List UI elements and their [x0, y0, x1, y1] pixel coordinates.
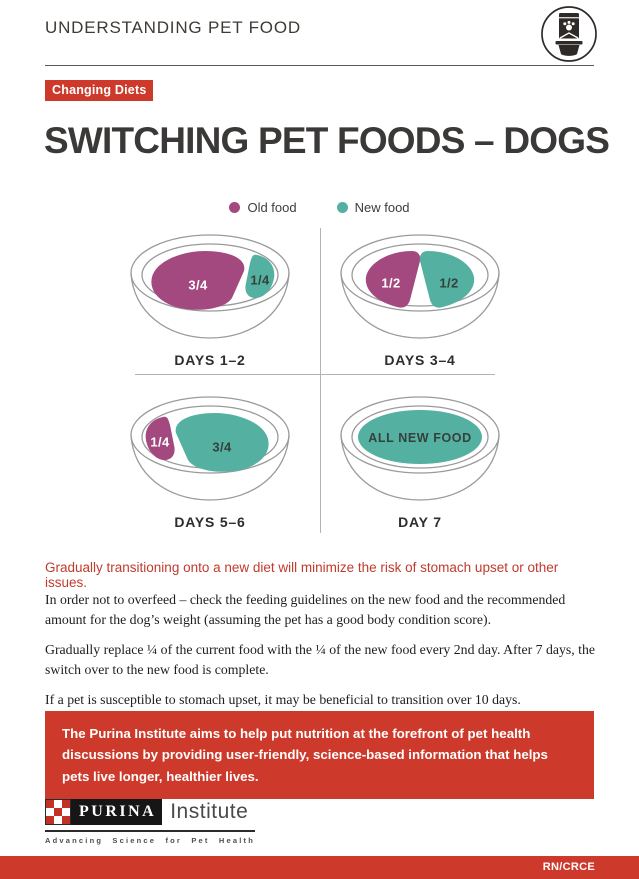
bowl-day-7: ALL NEW FOOD DAY 7: [315, 390, 525, 530]
pet-food-bag-and-bowl-icon: [539, 4, 599, 69]
bowl-caption: DAYS 3–4: [384, 352, 456, 368]
legend-label-old-food: Old food: [247, 200, 297, 215]
bowl-caption: DAYS 5–6: [174, 514, 246, 530]
legend-item-new-food: New food: [336, 200, 410, 215]
new-food-portion: [245, 254, 275, 299]
brand-row: PURINA Institute: [45, 799, 255, 825]
brand-underline: [45, 830, 256, 832]
header-divider: [45, 65, 594, 66]
bowl-days-5-6: 1/4 3/4 DAYS 5–6: [105, 390, 315, 530]
old-food-portion: [365, 251, 421, 308]
new-food-portion: [175, 413, 269, 472]
bowl-diagram: 3/4 1/4 DAYS 1–2 1/2 1/2 DAYS 3–4: [105, 228, 525, 533]
bowl-days-3-4: 1/2 1/2 DAYS 3–4: [315, 228, 525, 368]
legend: Old food New food: [0, 200, 639, 215]
portion-fraction-new: 1/4: [250, 272, 270, 288]
section-badge: Changing Diets: [45, 80, 154, 101]
bowl-days-1-2: 3/4 1/4 DAYS 1–2: [105, 228, 315, 368]
new-food-portion: [419, 251, 475, 308]
legend-item-old-food: Old food: [229, 200, 297, 215]
bowl-caption: DAYS 1–2: [174, 352, 246, 368]
document-code-bar: RN/CRCE: [0, 856, 639, 879]
body-paragraphs: In order not to overfeed – check the fee…: [45, 590, 603, 720]
portion-fraction-old: 1/4: [150, 434, 170, 450]
bowl-illustration: [130, 396, 290, 501]
vertical-divider: [320, 228, 321, 533]
old-food-portion: [151, 251, 245, 310]
portion-fraction-old: 1/2: [381, 275, 401, 291]
bowl-illustration: [130, 234, 290, 339]
purina-checkerboard-icon: [45, 799, 71, 825]
paragraph-stomach-upset: If a pet is susceptible to stomach upset…: [45, 692, 521, 707]
bowl-illustration: [340, 396, 500, 501]
brand-tagline: Advancing Science for Pet Health: [45, 836, 256, 845]
bowl-illustration: [340, 234, 500, 339]
page-title: SWITCHING PET FOODS – DOGS: [44, 120, 610, 161]
brand-wordmark: PURINA: [71, 799, 163, 825]
purina-institute-callout: The Purina Institute aims to help put nu…: [45, 711, 594, 799]
brand-suffix: Institute: [170, 800, 249, 823]
bowl-caption: DAY 7: [398, 514, 442, 530]
new-food-dot-icon: [336, 202, 348, 213]
old-food-dot-icon: [229, 202, 241, 213]
paragraph-replace-quarter: Gradually replace ¼ of the current food …: [45, 642, 596, 677]
old-food-portion: [145, 416, 175, 461]
portion-fraction-old: 3/4: [188, 277, 208, 293]
header-title: UNDERSTANDING PET FOOD: [45, 18, 301, 37]
new-food-portion: [358, 410, 482, 464]
portion-fraction-new: 3/4: [212, 439, 232, 455]
portion-fraction-new: 1/2: [439, 275, 459, 291]
purina-institute-logo: PURINA Institute Advancing Science for P…: [45, 799, 256, 845]
legend-label-new-food: New food: [354, 200, 410, 215]
paragraph-overfeed: In order not to overfeed – check the fee…: [45, 592, 566, 627]
lead-sentence: Gradually transitioning onto a new diet …: [45, 560, 559, 590]
horizontal-divider: [135, 374, 495, 375]
portion-fraction-new: ALL NEW FOOD: [368, 431, 472, 446]
